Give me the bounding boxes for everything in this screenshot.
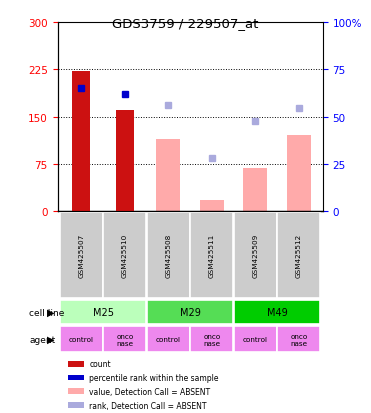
Text: percentile rank within the sample: percentile rank within the sample [89, 373, 219, 382]
Text: ▶: ▶ [47, 335, 55, 344]
Text: onco
nase: onco nase [116, 333, 134, 346]
Bar [147, 301, 233, 324]
Bar [287, 136, 311, 212]
Text: count: count [89, 359, 111, 368]
Bar [72, 72, 91, 212]
Bar [200, 200, 224, 212]
Text: control: control [69, 336, 94, 342]
Bar [234, 213, 277, 299]
Text: GSM425507: GSM425507 [78, 234, 85, 278]
Text: onco
nase: onco nase [290, 333, 308, 346]
Bar [234, 301, 321, 324]
Text: rank, Detection Call = ABSENT: rank, Detection Call = ABSENT [89, 401, 207, 410]
Text: M49: M49 [267, 307, 288, 317]
Bar [68, 402, 84, 408]
Text: M29: M29 [180, 307, 201, 317]
Bar [68, 389, 84, 394]
Bar [60, 213, 103, 299]
Text: GSM425510: GSM425510 [122, 234, 128, 278]
Text: M25: M25 [93, 307, 114, 317]
Bar [116, 111, 134, 212]
Bar [147, 326, 190, 352]
Bar [243, 169, 267, 212]
Bar [68, 361, 84, 367]
Bar [60, 326, 103, 352]
Bar [190, 326, 233, 352]
Bar [60, 301, 147, 324]
Text: agent: agent [29, 335, 56, 344]
Bar [147, 213, 190, 299]
Bar [234, 326, 277, 352]
Text: GSM425509: GSM425509 [252, 234, 258, 278]
Text: cell line: cell line [29, 308, 65, 317]
Text: GSM425508: GSM425508 [165, 234, 171, 278]
Text: GSM425511: GSM425511 [209, 234, 215, 278]
Bar [68, 375, 84, 380]
Bar [278, 326, 321, 352]
Bar [278, 213, 321, 299]
Text: GDS3759 / 229507_at: GDS3759 / 229507_at [112, 17, 259, 29]
Bar [104, 213, 147, 299]
Bar [104, 326, 147, 352]
Text: GSM425512: GSM425512 [296, 234, 302, 278]
Text: onco
nase: onco nase [203, 333, 220, 346]
Text: value, Detection Call = ABSENT: value, Detection Call = ABSENT [89, 387, 210, 396]
Text: ▶: ▶ [47, 307, 55, 317]
Bar [190, 213, 233, 299]
Bar [157, 139, 180, 212]
Text: control: control [156, 336, 181, 342]
Text: control: control [243, 336, 268, 342]
